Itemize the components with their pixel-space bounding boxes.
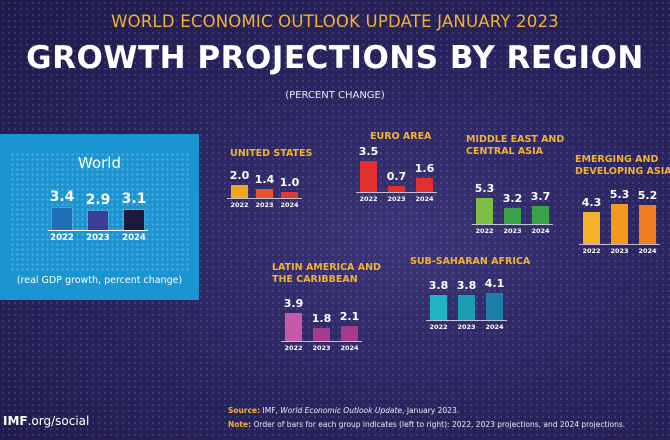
year-label-middle-east-central-asia-2023: 2023: [503, 227, 522, 235]
bar-middle-east-central-asia-2024: [532, 205, 549, 224]
chart-title-middle-east-central-asia: MIDDLE EAST AND CENTRAL ASIA: [466, 134, 565, 157]
year-label-euro-area-2022: 2022: [359, 195, 378, 203]
source-tail: , January 2023.: [402, 406, 460, 415]
bar-emerging-developing-asia-2024: [639, 205, 656, 244]
year-label-emerging-developing-asia-2024: 2024: [638, 247, 657, 255]
bar-latin-america-caribbean-2023: [313, 327, 330, 341]
baseline-middle-east-central-asia: [472, 224, 553, 225]
value-label-middle-east-central-asia-2022: 5.3: [474, 181, 495, 195]
note-text: Order of bars for each group indicates (…: [253, 420, 626, 429]
imf-social-link[interactable]: IMF.org/social: [3, 414, 89, 428]
unit-label: (PERCENT CHANGE): [285, 90, 385, 101]
bar-united-states-2023: [256, 188, 273, 198]
year-label-sub-saharan-africa-2024: 2024: [485, 323, 504, 331]
chart-title-united-states: UNITED STATES: [230, 148, 313, 159]
source-publication: World Economic Outlook Update: [280, 406, 403, 415]
bar-sub-saharan-africa-2024: [486, 293, 503, 320]
bar-latin-america-caribbean-2024: [341, 325, 358, 341]
baseline-united-states: [227, 198, 302, 199]
bar-united-states-2022: [231, 185, 248, 198]
year-label-united-states-2022: 2022: [230, 201, 249, 209]
baseline-euro-area: [356, 192, 437, 193]
year-label-emerging-developing-asia-2023: 2023: [610, 247, 629, 255]
world-title: World: [78, 154, 121, 172]
value-label-world-2022: 3.4: [49, 188, 75, 205]
source-line: Source: IMF, World Economic Outlook Upda…: [228, 406, 459, 415]
baseline-emerging-developing-asia: [579, 244, 660, 245]
value-label-middle-east-central-asia-2023: 3.2: [502, 192, 523, 205]
baseline-sub-saharan-africa: [426, 320, 507, 321]
value-label-sub-saharan-africa-2023: 3.8: [456, 279, 477, 293]
bar-euro-area-2023: [388, 185, 405, 192]
bar-middle-east-central-asia-2023: [504, 208, 521, 224]
chart-title-latin-america-caribbean: LATIN AMERICA AND THE CARIBBEAN: [272, 262, 381, 285]
bar-world-2023: [87, 210, 109, 231]
value-label-latin-america-caribbean-2023: 1.8: [311, 311, 332, 325]
note-label: Note:: [228, 420, 252, 429]
year-label-united-states-2024: 2024: [280, 201, 299, 209]
year-label-world-2024: 2024: [122, 233, 146, 243]
bar-sub-saharan-africa-2023: [458, 295, 475, 320]
page-title: GROWTH PROJECTIONS BY REGION: [26, 40, 644, 76]
value-label-emerging-developing-asia-2023: 5.3: [609, 188, 630, 202]
chart-title-euro-area: EURO AREA: [370, 131, 432, 142]
value-label-latin-america-caribbean-2022: 3.9: [283, 296, 304, 310]
value-label-united-states-2023: 1.4: [254, 172, 275, 186]
baseline-latin-america-caribbean: [281, 341, 362, 342]
year-label-latin-america-caribbean-2022: 2022: [284, 344, 303, 352]
logo-rest: .org/social: [27, 414, 90, 428]
year-label-united-states-2023: 2023: [255, 201, 274, 209]
report-subtitle: WORLD ECONOMIC OUTLOOK UPDATE JANUARY 20…: [111, 12, 559, 31]
value-label-sub-saharan-africa-2022: 3.8: [428, 279, 449, 293]
year-label-world-2022: 2022: [50, 233, 74, 243]
value-label-world-2023: 2.9: [85, 192, 111, 209]
value-label-euro-area-2022: 3.5: [358, 144, 379, 158]
value-label-world-2024: 3.1: [121, 190, 147, 207]
bar-emerging-developing-asia-2022: [583, 211, 600, 244]
chart-title-sub-saharan-africa: SUB-SAHARAN AFRICA: [410, 256, 531, 267]
bar-euro-area-2024: [416, 177, 433, 192]
value-label-emerging-developing-asia-2022: 4.3: [581, 195, 602, 209]
value-label-latin-america-caribbean-2024: 2.1: [339, 309, 360, 323]
bar-middle-east-central-asia-2022: [476, 197, 493, 224]
bar-latin-america-caribbean-2022: [285, 312, 302, 341]
bar-euro-area-2022: [360, 160, 377, 192]
value-label-united-states-2024: 1.0: [279, 175, 300, 189]
year-label-sub-saharan-africa-2023: 2023: [457, 323, 476, 331]
value-label-emerging-developing-asia-2024: 5.2: [637, 189, 658, 202]
year-label-latin-america-caribbean-2023: 2023: [312, 344, 331, 352]
year-label-world-2023: 2023: [86, 233, 110, 243]
chart-title-emerging-developing-asia: EMERGING AND DEVELOPING ASIA: [575, 154, 670, 177]
value-label-euro-area-2024: 1.6: [414, 161, 435, 175]
value-label-euro-area-2023: 0.7: [386, 169, 407, 183]
bar-sub-saharan-africa-2022: [430, 295, 447, 320]
bar-emerging-developing-asia-2023: [611, 204, 628, 244]
bar-world-2024: [123, 208, 145, 231]
bar-united-states-2024: [281, 191, 298, 198]
year-label-euro-area-2024: 2024: [415, 195, 434, 203]
world-note: (real GDP growth, percent change): [16, 275, 183, 286]
year-label-middle-east-central-asia-2024: 2024: [531, 227, 550, 235]
value-label-middle-east-central-asia-2024: 3.7: [530, 189, 551, 203]
source-text: IMF,: [262, 406, 281, 415]
value-label-united-states-2022: 2.0: [229, 169, 250, 182]
source-label: Source:: [228, 406, 261, 415]
year-label-sub-saharan-africa-2022: 2022: [429, 323, 448, 331]
logo-bold: IMF: [3, 414, 28, 428]
baseline-world: [48, 230, 148, 231]
year-label-middle-east-central-asia-2022: 2022: [475, 227, 494, 235]
note-line: Note: Order of bars for each group indic…: [228, 420, 625, 429]
bar-world-2022: [51, 206, 73, 231]
year-label-emerging-developing-asia-2022: 2022: [582, 247, 601, 255]
year-label-euro-area-2023: 2023: [387, 195, 406, 203]
year-label-latin-america-caribbean-2024: 2024: [340, 344, 359, 352]
value-label-sub-saharan-africa-2024: 4.1: [484, 277, 505, 291]
